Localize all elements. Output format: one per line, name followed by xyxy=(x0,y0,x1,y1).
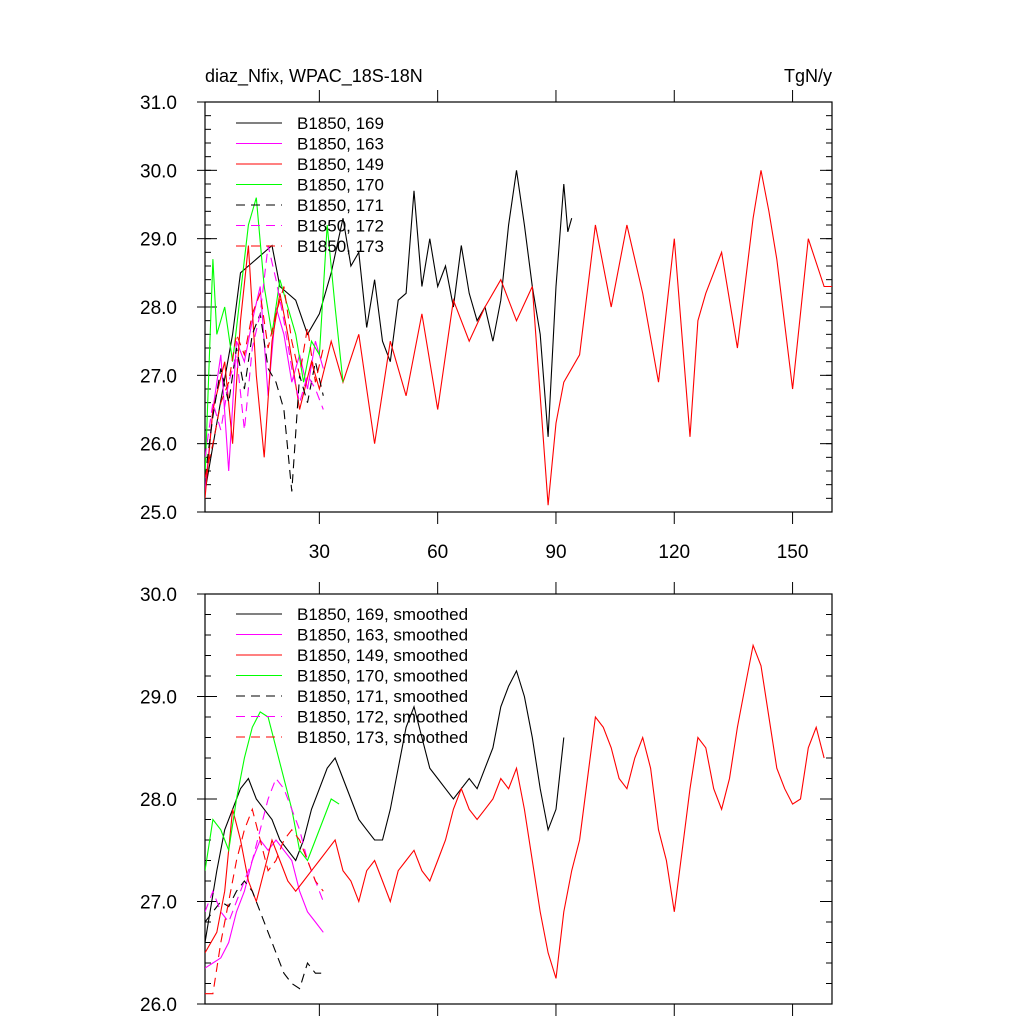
y-tick-label: 27.0 xyxy=(140,366,177,387)
y-tick-label: 29.0 xyxy=(140,688,177,709)
legend-label-2: B1850, 163, smoothed xyxy=(297,626,468,645)
y-tick-label: 27.0 xyxy=(140,893,177,914)
chart-panel-2: 26.0 27.0 28.0 29.0 30.0 B1850, 169, smoothed… xyxy=(140,582,833,1016)
y-tick-label: 29.0 xyxy=(140,230,177,251)
legend-label-3: B1850, 149, smoothed xyxy=(297,646,468,665)
units-label: TgN/y xyxy=(784,66,832,86)
series-line-3 xyxy=(205,170,832,506)
legend-label-5: B1850, 171, smoothed xyxy=(297,687,468,706)
series-line-7 xyxy=(205,807,324,995)
x-tick-label: 60 xyxy=(427,542,448,563)
chart-title: diaz_Nfix, WPAC_18S-18N xyxy=(205,66,423,87)
y-tick-label: 26.0 xyxy=(140,995,177,1016)
series-line-1 xyxy=(205,669,565,943)
y-tick-label: 26.0 xyxy=(140,435,177,456)
series-group xyxy=(205,170,832,506)
series-line-1 xyxy=(205,170,573,492)
x-tick-label: 30 xyxy=(309,542,330,563)
legend-label-1: B1850, 169 xyxy=(297,114,384,133)
legend-label-5: B1850, 171 xyxy=(297,196,384,215)
series-group xyxy=(205,643,825,995)
series-line-5 xyxy=(205,880,324,990)
series-line-6 xyxy=(205,777,324,924)
legend-label-6: B1850, 172 xyxy=(297,217,384,236)
series-line-2 xyxy=(205,838,324,969)
legend-label-1: B1850, 169, smoothed xyxy=(297,605,468,624)
legend-label-4: B1850, 170, smoothed xyxy=(297,667,468,686)
series-line-4 xyxy=(205,197,344,478)
y-tick-label: 28.0 xyxy=(140,298,177,319)
y-tick-label: 30.0 xyxy=(140,161,177,182)
x-tick-label: 120 xyxy=(658,542,690,563)
legend-label-7: B1850, 173 xyxy=(297,237,384,256)
series-line-5 xyxy=(205,311,324,492)
series-line-7 xyxy=(205,286,324,478)
series-line-4 xyxy=(205,711,340,871)
y-tick-label: 28.0 xyxy=(140,790,177,811)
chart-panel-1: 25.0 26.0 27.0 28.0 29.0 30.0 31.0 30 60 90 120 150… xyxy=(140,66,833,563)
legend: B1850, 169, smoothed B1850, 163, smoothed… xyxy=(236,605,468,747)
series-line-6 xyxy=(205,245,324,458)
x-tick-label: 90 xyxy=(545,542,566,563)
legend-label-3: B1850, 149 xyxy=(297,155,384,174)
x-tick-label: 150 xyxy=(777,542,809,563)
y-tick-label: 31.0 xyxy=(140,93,177,114)
y-tick-label: 25.0 xyxy=(140,503,177,524)
legend-label-7: B1850, 173, smoothed xyxy=(297,728,468,747)
legend-label-4: B1850, 170 xyxy=(297,176,384,195)
legend-label-2: B1850, 163 xyxy=(297,135,384,154)
y-tick-label: 30.0 xyxy=(140,585,177,606)
legend-label-6: B1850, 172, smoothed xyxy=(297,708,468,727)
